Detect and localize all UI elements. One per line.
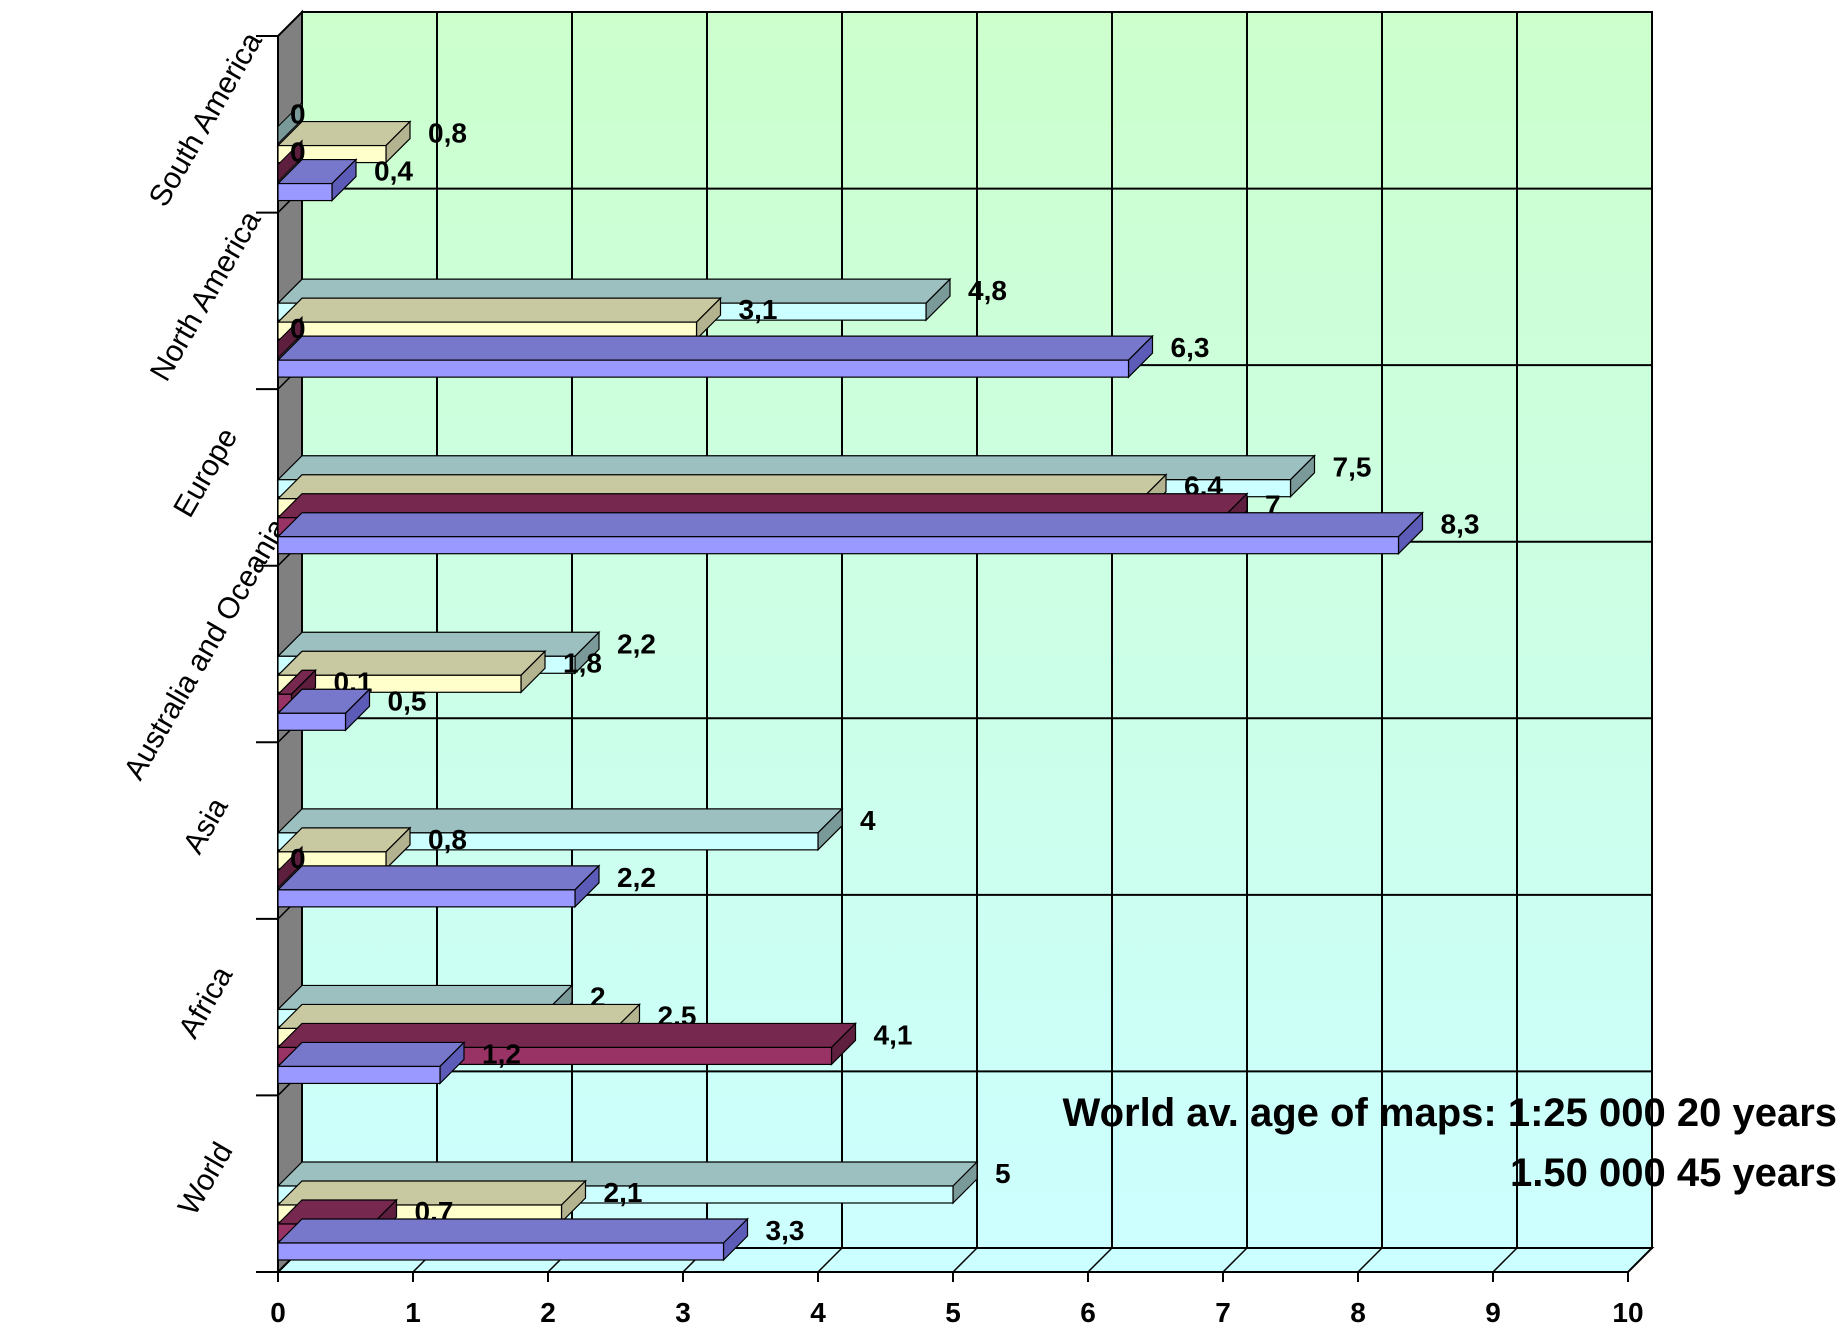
bar-front-s0-c4 <box>277 536 1400 555</box>
annotation-line-2: 1.50 000 45 years <box>1510 1151 1837 1195</box>
category-label-0: World <box>172 1137 239 1221</box>
floor-line-4 <box>817 1247 843 1273</box>
bar-s2-c6 <box>276 120 412 165</box>
x-tick-label-3: 3 <box>675 1297 691 1328</box>
bar-s0-c5 <box>276 334 1154 379</box>
data-label-s2-c6: 0,8 <box>428 118 467 149</box>
floor-line-9 <box>1492 1247 1518 1273</box>
category-label-2: Asia <box>177 792 235 859</box>
bar-end-s3-c6 <box>277 101 303 145</box>
bar-end-s1-c5 <box>277 315 303 360</box>
x-tick-label-10: 10 <box>1612 1297 1643 1328</box>
data-label-s3-c3: 2,2 <box>617 628 656 659</box>
data-label-s1-c1: 4,1 <box>874 1019 913 1050</box>
bar-s2-c2 <box>276 826 412 871</box>
bar-s2-c3 <box>276 649 547 694</box>
data-label-s2-c0: 2,1 <box>604 1177 643 1208</box>
x-tick-label-7: 7 <box>1215 1297 1231 1328</box>
data-label-s3-c5: 4,8 <box>968 275 1007 306</box>
data-label-s0-c2: 2,2 <box>617 862 656 893</box>
floor-line-10 <box>1627 1247 1653 1273</box>
bar-front-s2-c3 <box>277 674 522 693</box>
x-tick-label-9: 9 <box>1485 1297 1501 1328</box>
category-label-1: Africa <box>172 961 239 1044</box>
data-label-s2-c5: 3,1 <box>739 294 778 325</box>
bar-top-s0-c4 <box>276 512 1424 538</box>
bar-top-s0-c5 <box>276 335 1154 361</box>
data-label-s0-c6: 0,4 <box>374 156 413 187</box>
bar-s1-c2 <box>277 845 303 890</box>
bar-top-s2-c5 <box>276 297 722 323</box>
category-label-6: South America <box>143 27 269 213</box>
bar-s0-c0 <box>276 1217 749 1262</box>
bar-front-s0-c2 <box>277 889 576 908</box>
bar-s1-c6 <box>277 139 303 183</box>
bar-top-s0-c1 <box>276 1041 466 1068</box>
bar-front-s0-c1 <box>277 1065 441 1085</box>
bar-s2-c5 <box>276 296 722 341</box>
x-tick-label-5: 5 <box>945 1297 961 1328</box>
bar-front-s0-c3 <box>277 712 347 731</box>
data-label-s3-c0: 5 <box>995 1158 1011 1189</box>
data-label-s0-c0: 3,3 <box>766 1215 805 1246</box>
bar-top-s2-c3 <box>276 650 547 676</box>
category-label-5: North America <box>144 205 268 386</box>
bar-s0-c1 <box>276 1040 466 1085</box>
bar-front-s0-c5 <box>277 359 1130 378</box>
bar-s1-c5 <box>277 315 303 360</box>
floor-line-7 <box>1222 1247 1248 1273</box>
bar-s0-c3 <box>276 687 371 732</box>
bar-s0-c4 <box>276 511 1424 556</box>
x-tick-label-8: 8 <box>1350 1297 1366 1328</box>
data-label-s0-c5: 6,3 <box>1171 332 1210 363</box>
x-tick-label-6: 6 <box>1080 1297 1096 1328</box>
data-label-s3-c4: 7,5 <box>1333 452 1372 483</box>
bar-s3-c6 <box>277 101 303 145</box>
data-label-s2-c3: 1,8 <box>563 647 602 678</box>
bar-s3-c2 <box>276 807 844 852</box>
data-label-s0-c4: 8,3 <box>1441 509 1480 540</box>
x-tick-label-1: 1 <box>405 1297 421 1328</box>
bar-top-s0-c2 <box>276 865 601 891</box>
data-label-s2-c2: 0,8 <box>428 824 467 855</box>
category-label-4: Europe <box>167 423 244 523</box>
bar-front-s3-c2 <box>277 832 819 851</box>
bar-end-s1-c6 <box>277 139 303 183</box>
bar-front-s0-c6 <box>277 182 333 202</box>
data-label-s0-c1: 1,2 <box>482 1038 521 1069</box>
bar-front-s0-c0 <box>277 1242 725 1261</box>
floor-line-6 <box>1087 1247 1113 1273</box>
bar-s0-c2 <box>276 864 601 909</box>
floor-line-8 <box>1357 1247 1383 1273</box>
bar-top-s0-c0 <box>276 1218 749 1244</box>
x-tick-label-4: 4 <box>810 1297 826 1328</box>
bar-end-s1-c2 <box>277 845 303 890</box>
bar-s0-c6 <box>276 158 358 203</box>
x-tick-label-2: 2 <box>540 1297 556 1328</box>
data-label-s0-c3: 0,5 <box>388 685 427 716</box>
x-tick-label-0: 0 <box>270 1297 286 1328</box>
annotation-line-1: World av. age of maps: 1:25 000 20 years <box>1062 1091 1837 1135</box>
category-label-3: Australia and Oceania <box>118 513 294 785</box>
floor-line-5 <box>952 1247 978 1273</box>
data-label-s3-c2: 4 <box>860 805 876 836</box>
